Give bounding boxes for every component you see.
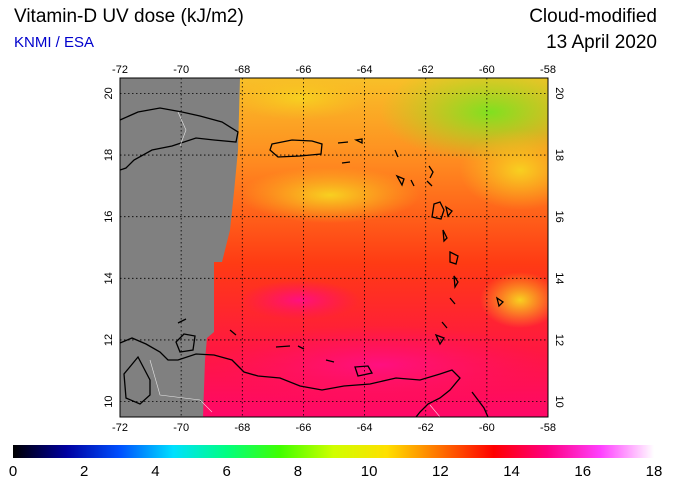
lon-tick-top: -70 <box>173 64 189 76</box>
lat-tick-right: 12 <box>553 334 565 346</box>
uv-mid-region-north <box>230 78 370 120</box>
lon-tick-top: -72 <box>112 64 128 76</box>
no-data-area <box>120 78 240 417</box>
lat-lon-grid <box>120 78 548 417</box>
colorbar-label: 10 <box>360 463 378 480</box>
colorbar-label: 14 <box>503 463 520 480</box>
lon-tick-bottom: -58 <box>540 422 556 434</box>
coastlines <box>120 107 505 417</box>
lon-tick-top: -62 <box>418 64 434 76</box>
lat-tick-right: 16 <box>553 211 565 223</box>
map-title: Vitamin-D UV dose (kJ/m2) <box>14 6 244 27</box>
map-frame <box>119 77 549 418</box>
lon-tick-top: -68 <box>234 64 250 76</box>
lat-tick-right: 14 <box>553 272 565 284</box>
lat-tick-left: 18 <box>103 149 115 161</box>
colorbar <box>13 445 654 458</box>
colorbar-label: 2 <box>80 463 89 480</box>
lat-tick-left: 16 <box>103 211 115 223</box>
lon-tick-bottom: -70 <box>173 422 189 434</box>
uv-mid-region-east <box>460 130 548 210</box>
lon-tick-bottom: -64 <box>357 422 373 434</box>
lon-tick-top: -58 <box>540 64 556 76</box>
uv-high-region-west <box>240 280 360 320</box>
lon-tick-top: -66 <box>295 64 311 76</box>
product-label: Cloud-modified <box>529 6 657 27</box>
colorbar-label: 16 <box>574 463 592 480</box>
lat-tick-left: 12 <box>103 334 115 346</box>
date-label: 13 April 2020 <box>546 32 657 53</box>
colorbar-label: 0 <box>8 463 18 480</box>
uv-mid-region-center <box>240 167 420 223</box>
lon-tick-bottom: -66 <box>295 422 311 434</box>
colorbar-label: 4 <box>151 463 160 480</box>
lon-tick-bottom: -68 <box>234 422 250 434</box>
lat-tick-left: 10 <box>103 395 115 407</box>
lat-tick-left: 20 <box>103 87 115 99</box>
credit-label: KNMI / ESA <box>14 34 95 51</box>
colorbar-label: 12 <box>431 463 449 480</box>
lat-tick-left: 14 <box>103 272 115 284</box>
lat-tick-right: 10 <box>553 395 565 407</box>
lon-tick-top: -60 <box>479 64 495 76</box>
colorbar-label: 6 <box>222 463 231 480</box>
lon-tick-top: -64 <box>357 64 373 76</box>
lon-tick-bottom: -62 <box>418 422 434 434</box>
axis-ticks: -72 -72 -70 -70 -68 -68 -66 -66 -64 -64 -62 -62 -60 -… <box>103 64 565 434</box>
lon-tick-bottom: -60 <box>479 422 495 434</box>
borders <box>149 111 441 417</box>
lat-tick-right: 18 <box>553 149 565 161</box>
lon-tick-bottom: -72 <box>112 422 128 434</box>
colorbar-label: 8 <box>293 463 303 480</box>
colorbar-label: 18 <box>645 463 663 480</box>
uv-mid-region-southeast <box>480 272 548 328</box>
lat-tick-right: 20 <box>553 87 565 99</box>
uv-high-region <box>210 325 548 405</box>
